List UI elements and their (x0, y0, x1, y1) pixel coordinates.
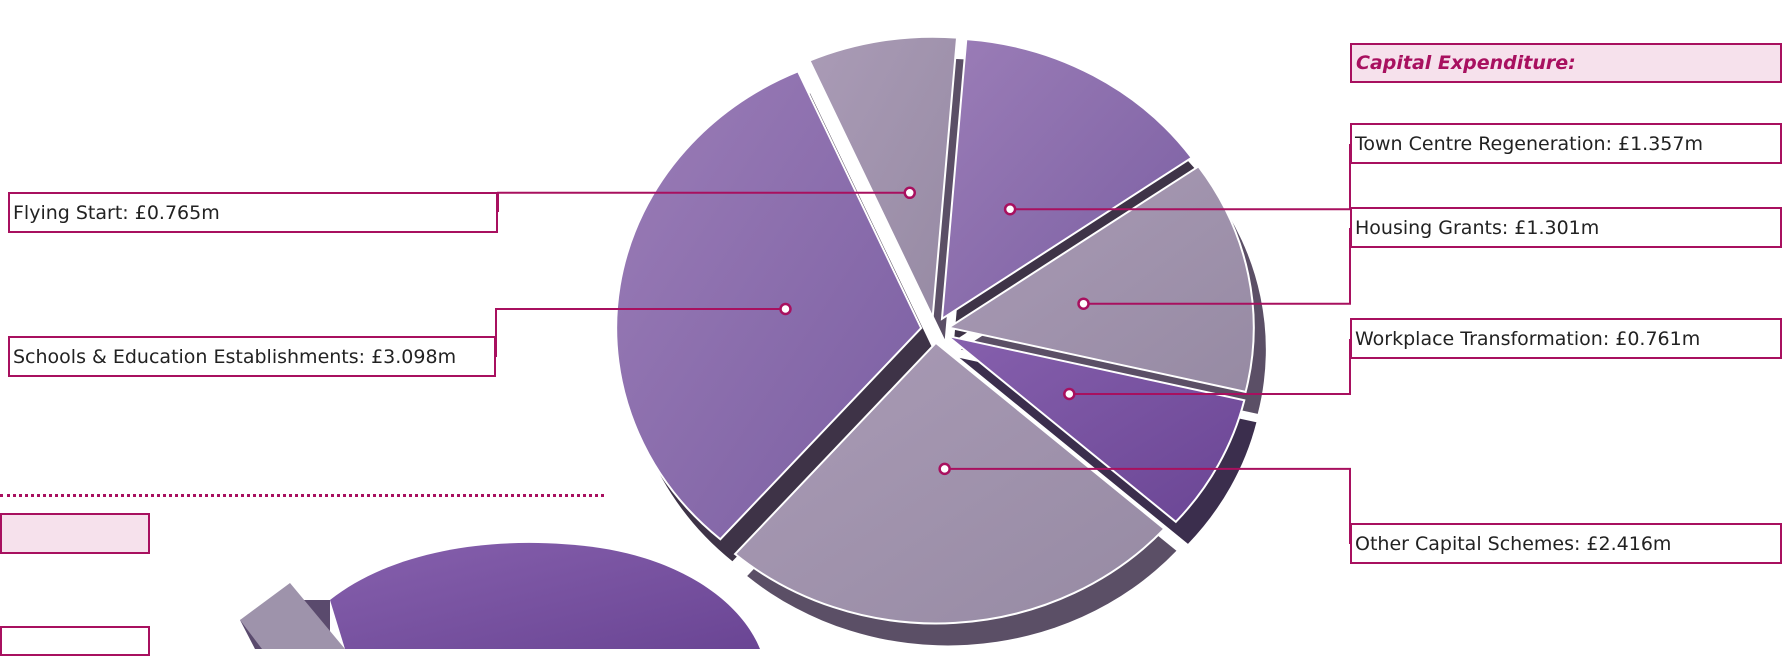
label-other-capital-schemes: Other Capital Schemes: £2.416m (1350, 523, 1782, 564)
leader-marker-housing-grants (1077, 297, 1090, 310)
label-flying-start: Flying Start: £0.765m (8, 192, 498, 233)
pie-slice-town-centre-regeneration (940, 38, 1194, 321)
second-pie-slice-main (330, 542, 760, 649)
second-pie-partial (240, 542, 760, 649)
pie-slice-housing-grants (946, 165, 1255, 394)
section-divider (0, 494, 604, 497)
pie-slice-schools-education (615, 70, 923, 541)
label-workplace-transformation: Workplace Transformation: £0.761m (1350, 318, 1782, 359)
second-pie-slice-top (240, 583, 345, 649)
leader-marker-other-capital-schemes (938, 462, 951, 476)
pie-slice-flying-start (808, 35, 959, 322)
leader-marker-workplace-transformation (1063, 387, 1076, 401)
label-schools-education: Schools & Education Establishments: £3.0… (8, 336, 496, 377)
leader-line-other-capital-schemes (944, 467, 1351, 544)
second-chart-label-box (0, 626, 150, 656)
leader-marker-schools-education (779, 302, 792, 316)
chart-heading: Capital Expenditure: (1350, 43, 1782, 83)
leader-marker-flying-start (903, 186, 916, 200)
pie-slice-other-capital-schemes (733, 341, 1166, 625)
leader-line-flying-start (497, 191, 910, 212)
leader-line-housing-grants (1083, 228, 1351, 305)
pie-slice-workplace-transformation (946, 334, 1246, 524)
second-chart-heading-box (0, 513, 150, 554)
label-housing-grants: Housing Grants: £1.301m (1350, 207, 1782, 248)
leader-lines (495, 144, 1351, 544)
leader-marker-town-centre-regeneration (1003, 202, 1017, 216)
leader-line-schools-education (495, 307, 786, 357)
label-town-centre-regeneration: Town Centre Regeneration: £1.357m (1350, 123, 1782, 164)
pie-chart (615, 35, 1266, 646)
